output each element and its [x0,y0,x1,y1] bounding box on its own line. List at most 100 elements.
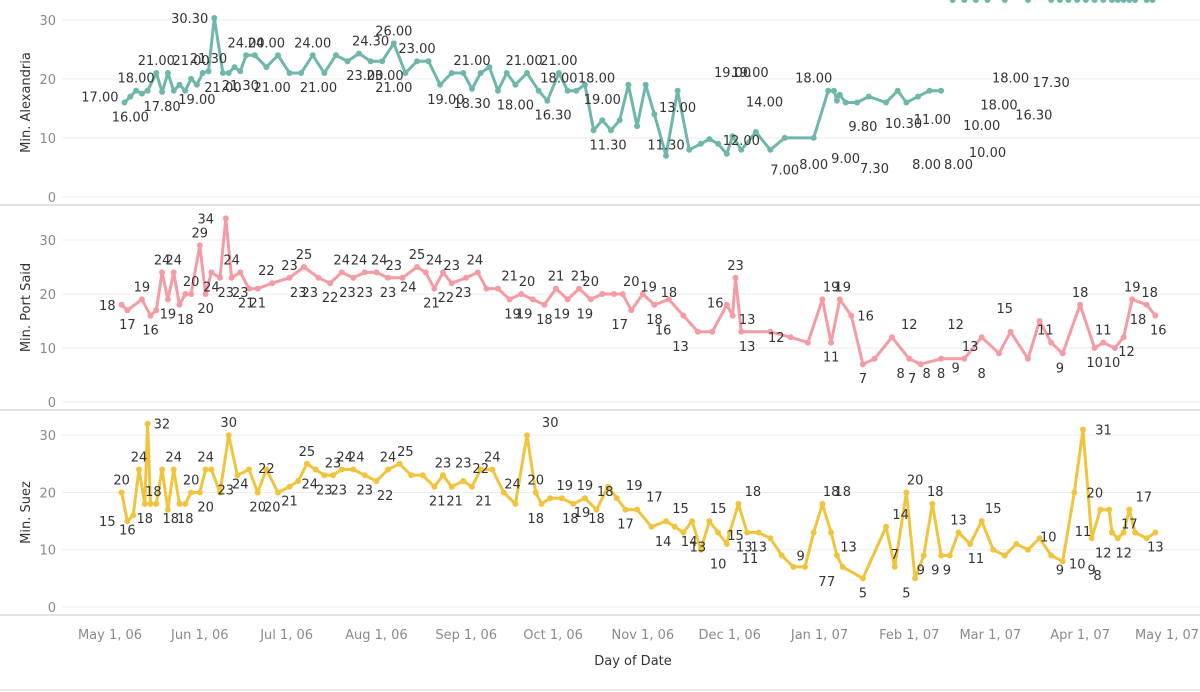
data-point[interactable] [833,97,840,104]
data-point[interactable] [605,483,612,490]
data-point[interactable] [738,328,745,335]
data-point[interactable] [961,0,968,3]
data-point[interactable] [1120,529,1127,536]
data-point[interactable] [938,355,945,362]
data-point[interactable] [286,483,293,490]
data-point[interactable] [286,70,293,76]
data-point[interactable] [831,87,837,94]
data-point[interactable] [127,93,134,100]
data-point[interactable] [915,93,921,100]
data-point[interactable] [663,152,669,159]
data-point[interactable] [610,291,617,297]
data-point[interactable] [356,50,362,57]
data-point[interactable] [263,64,270,71]
data-point[interactable] [1025,355,1031,362]
data-point[interactable] [1152,312,1159,319]
data-point[interactable] [202,291,209,297]
data-point[interactable] [182,500,189,507]
data-point[interactable] [361,472,368,479]
data-point[interactable] [665,296,672,303]
data-point[interactable] [422,269,429,276]
data-point[interactable] [237,68,244,75]
data-point[interactable] [961,355,968,362]
data-point[interactable] [529,296,536,303]
data-point[interactable] [246,466,252,473]
data-point[interactable] [217,489,223,496]
data-point[interactable] [949,0,956,3]
data-point[interactable] [1097,506,1104,513]
data-point[interactable] [686,146,693,153]
data-point[interactable] [1120,334,1127,341]
data-point[interactable] [1007,328,1014,335]
data-point[interactable] [752,129,759,135]
data-point[interactable] [118,301,125,308]
data-point[interactable] [634,123,641,130]
data-point[interactable] [642,81,649,88]
data-point[interactable] [859,361,866,368]
data-point[interactable] [613,495,620,502]
data-point[interactable] [825,87,832,94]
data-point[interactable] [723,301,730,308]
data-point[interactable] [219,70,226,76]
data-point[interactable] [350,466,357,473]
data-point[interactable] [819,500,826,507]
data-point[interactable] [159,88,166,95]
data-point[interactable] [431,285,438,292]
data-point[interactable] [929,500,936,507]
data-point[interactable] [408,472,415,479]
data-point[interactable] [1143,0,1150,3]
data-point[interactable] [379,58,386,65]
data-point[interactable] [744,529,751,536]
data-point[interactable] [350,274,357,281]
data-point[interactable] [883,523,890,530]
data-point[interactable] [1065,0,1072,3]
data-point[interactable] [170,87,177,94]
data-point[interactable] [810,134,817,141]
data-point[interactable] [182,291,189,297]
data-point[interactable] [1074,0,1081,3]
data-point[interactable] [147,500,154,507]
data-point[interactable] [755,529,762,536]
data-point[interactable] [440,269,446,276]
data-point[interactable] [138,90,145,97]
data-point[interactable] [390,40,397,47]
data-point[interactable] [628,307,635,314]
data-point[interactable] [141,500,148,507]
data-point[interactable] [906,355,913,362]
data-point[interactable] [674,87,681,94]
data-point[interactable] [263,466,270,473]
data-point[interactable] [1077,301,1084,308]
data-point[interactable] [1143,301,1150,308]
data-point[interactable] [124,307,131,314]
data-point[interactable] [726,529,733,536]
data-point[interactable] [938,87,945,94]
data-point[interactable] [176,81,183,88]
data-point[interactable] [564,87,571,94]
data-point[interactable] [254,285,261,292]
data-point[interactable] [159,466,166,473]
data-point[interactable] [634,506,641,513]
data-point[interactable] [437,81,444,88]
data-point[interactable] [477,466,484,473]
data-point[interactable] [558,495,565,502]
data-point[interactable] [547,495,554,502]
data-point[interactable] [512,81,519,88]
data-point[interactable] [891,563,898,570]
data-point[interactable] [912,575,919,582]
data-point[interactable] [431,483,438,490]
data-point[interactable] [622,506,629,513]
data-point[interactable] [1152,529,1159,536]
data-point[interactable] [1056,0,1063,3]
data-point[interactable] [327,280,334,287]
data-point[interactable] [917,361,924,368]
data-point[interactable] [833,552,840,559]
data-point[interactable] [321,70,328,76]
data-point[interactable] [903,99,910,106]
data-point[interactable] [804,339,811,346]
data-point[interactable] [715,140,722,147]
data-point[interactable] [946,552,953,559]
data-point[interactable] [275,489,281,496]
data-point[interactable] [144,420,151,427]
data-point[interactable] [237,269,244,276]
data-point[interactable] [254,489,261,496]
